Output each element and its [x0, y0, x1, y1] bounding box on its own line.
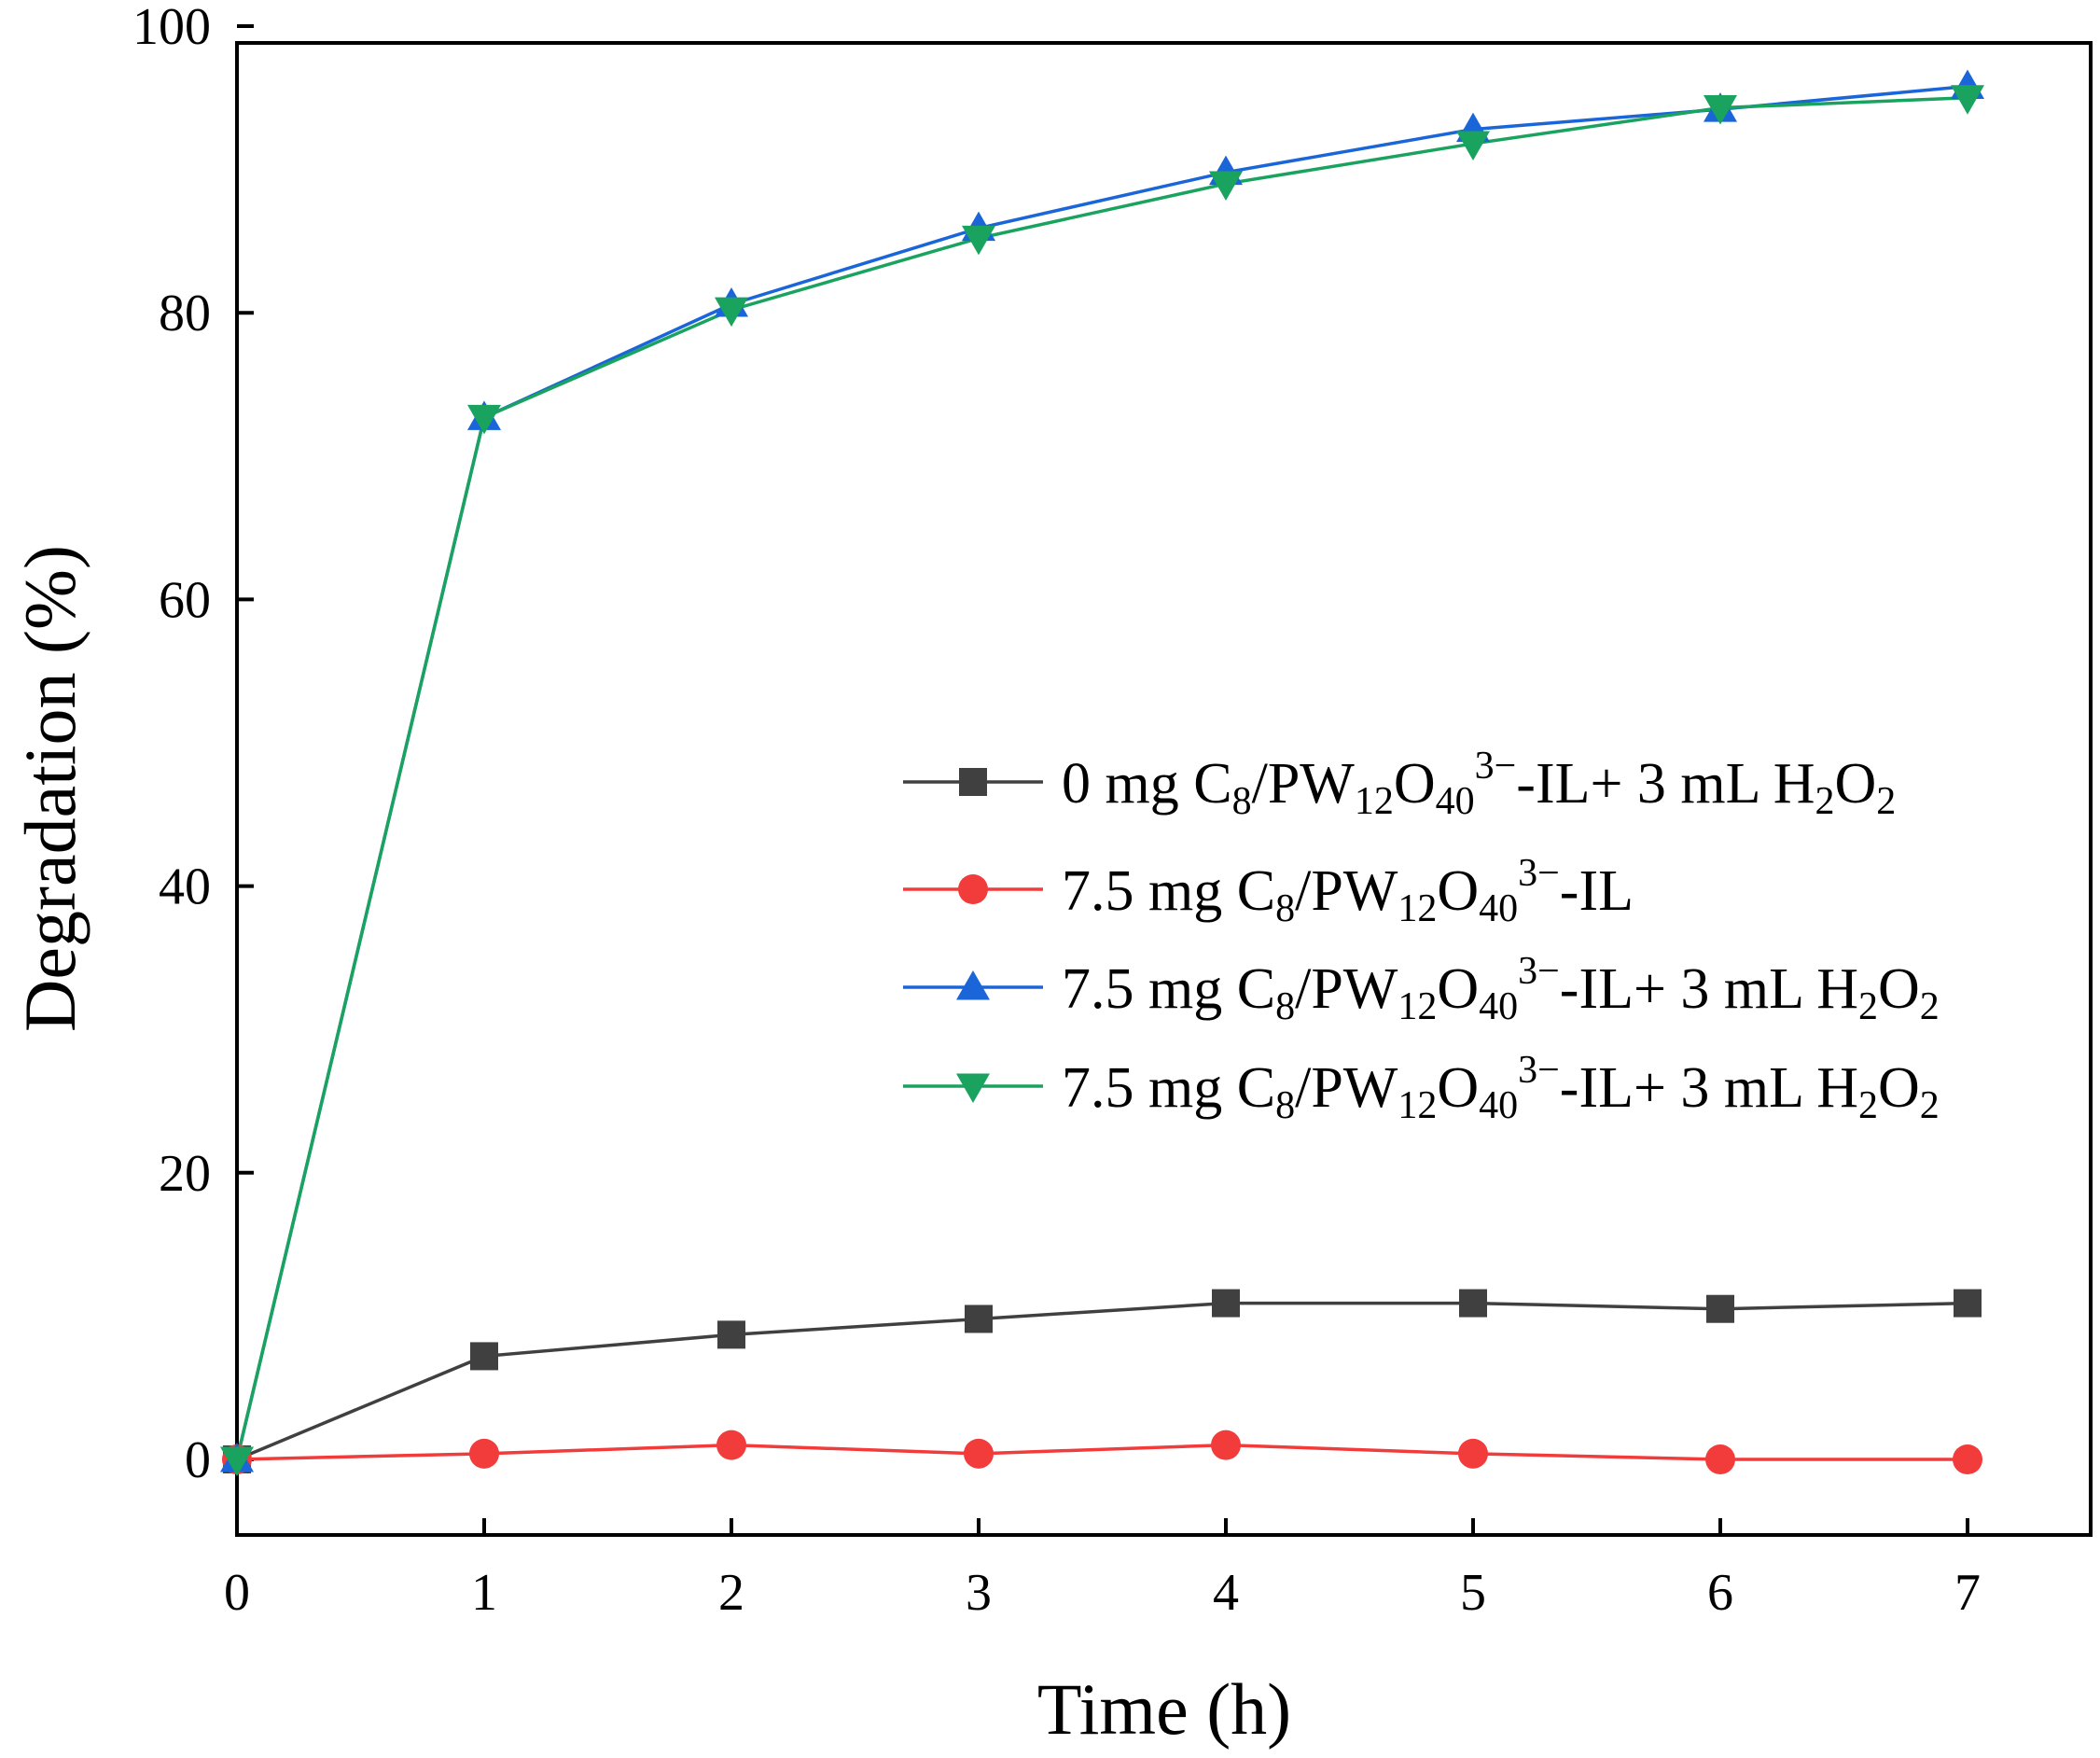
series-line	[236, 1443, 1968, 1461]
data-point	[1953, 1444, 1982, 1474]
legend-label: 7.5 mg C8/PW12O403−-IL+ 3 mL H2O2	[1062, 950, 1940, 1028]
data-point	[1209, 171, 1243, 201]
data-point	[220, 1446, 254, 1476]
axis-ticks: 0 1 2 3 4 5 6 7 0 20 40 60 80 100	[132, 0, 1981, 1622]
data-point	[1459, 1289, 1487, 1318]
x-tick-label: 1	[471, 1564, 497, 1622]
legend-entry: 0 mg C8/PW12O403−-IL+ 3 mL H2O2	[903, 745, 1896, 823]
data-point	[1456, 131, 1490, 160]
legend-label: 7.5 mg C8/PW12O403−-IL	[1062, 852, 1634, 930]
legend-marker	[959, 768, 987, 796]
data-point	[1951, 85, 1984, 115]
data-point	[1211, 1430, 1241, 1460]
x-tick-label: 3	[966, 1564, 992, 1622]
data-point	[1704, 95, 1737, 125]
series-markers	[220, 69, 1984, 1476]
data-point	[467, 404, 501, 435]
series-lines	[235, 84, 1968, 1461]
legend-entry: 7.5 mg C8/PW12O403−-IL+ 3 mL H2O2	[903, 950, 1940, 1028]
legend-label: 7.5 mg C8/PW12O403−-IL+ 3 mL H2O2	[1062, 1049, 1940, 1127]
data-point	[1458, 1438, 1488, 1469]
x-tick-label: 2	[718, 1564, 744, 1622]
plot-frame	[235, 41, 2093, 1537]
x-axis-title: Time (h)	[1037, 1668, 1291, 1750]
series-line	[235, 96, 1968, 1460]
x-tick-label: 4	[1213, 1564, 1239, 1622]
data-point	[717, 1320, 745, 1349]
legend: 0 mg C8/PW12O403−-IL+ 3 mL H2O2 7.5 mg C8…	[903, 745, 1940, 1127]
legend-marker	[956, 970, 990, 1000]
data-point	[716, 1430, 746, 1460]
data-point	[964, 1438, 994, 1469]
data-point	[469, 1438, 499, 1469]
x-tick-label: 7	[1954, 1564, 1981, 1622]
y-tick-label: 20	[159, 1145, 211, 1203]
data-point	[965, 1305, 993, 1333]
data-point	[1212, 1289, 1240, 1318]
y-axis-title: Degradation (%)	[9, 545, 90, 1032]
y-tick-label: 100	[132, 0, 211, 56]
data-point	[962, 225, 995, 256]
x-tick-label: 6	[1707, 1564, 1733, 1622]
y-tick-label: 60	[159, 571, 211, 629]
data-point	[1954, 1289, 1982, 1318]
legend-entry: 7.5 mg C8/PW12O403−-IL+ 3 mL H2O2	[903, 1049, 1940, 1127]
data-point	[1706, 1294, 1734, 1323]
legend-marker	[958, 874, 988, 904]
legend-marker	[956, 1073, 990, 1103]
y-tick-label: 80	[159, 285, 211, 342]
x-tick-label: 5	[1460, 1564, 1486, 1622]
legend-label: 0 mg C8/PW12O403−-IL+ 3 mL H2O2	[1062, 745, 1896, 823]
x-tick-label: 0	[224, 1564, 250, 1622]
y-tick-label: 0	[185, 1431, 211, 1489]
series-line	[236, 1301, 1968, 1461]
legend-entry: 7.5 mg C8/PW12O403−-IL	[903, 852, 1634, 930]
data-point	[470, 1342, 498, 1371]
data-point	[715, 297, 748, 328]
y-tick-label: 40	[159, 858, 211, 916]
data-point	[1705, 1444, 1735, 1474]
